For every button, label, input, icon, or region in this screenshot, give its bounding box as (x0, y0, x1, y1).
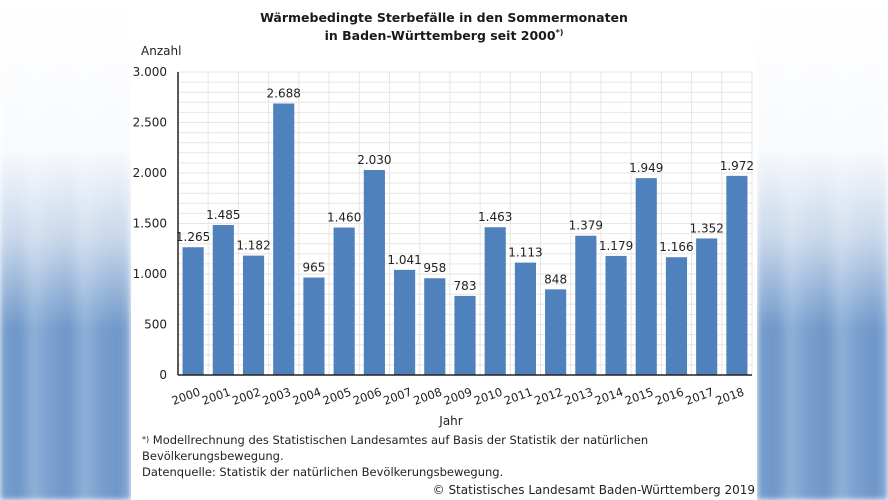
bar-2014 (605, 255, 627, 375)
blurred-background-right (757, 0, 888, 500)
bar-2003 (273, 103, 295, 376)
y-tick-label: 3.000 (133, 65, 167, 79)
bar-2018 (726, 175, 748, 375)
bar-2011 (514, 262, 536, 375)
bar-2006 (363, 169, 385, 375)
value-label-2005: 1.460 (327, 211, 361, 225)
x-tick-label-2000: 2000 (170, 385, 202, 408)
x-tick-label-2009: 2009 (442, 385, 474, 408)
x-tick-label-2015: 2015 (623, 385, 655, 408)
chart-panel: Wärmebedingte Sterbefälle in den Sommerm… (131, 0, 757, 500)
x-tick-label-2012: 2012 (532, 385, 564, 408)
value-label-2000: 1.265 (176, 230, 210, 244)
y-axis-label: Anzahl (141, 44, 181, 58)
bar-2009 (454, 295, 476, 375)
x-tick-label-2016: 2016 (653, 385, 685, 408)
y-tick-label: 1.000 (133, 267, 167, 281)
bar-2000 (182, 247, 204, 375)
bar-2002 (242, 255, 265, 375)
bar-2008 (424, 278, 446, 375)
bar-2013 (575, 235, 597, 375)
x-tick-label-2004: 2004 (291, 385, 323, 408)
value-label-2013: 1.379 (569, 219, 603, 233)
x-tick-label-2003: 2003 (260, 385, 292, 408)
bar-2012 (545, 289, 567, 375)
value-label-2017: 1.352 (690, 221, 724, 235)
y-tick-label: 500 (144, 318, 167, 332)
value-label-2001: 1.485 (206, 208, 240, 222)
value-labels: 1.265 1.485 1.182 2.688 965 1.460 2.030 1.04195… (176, 87, 754, 293)
bar-2010 (484, 227, 506, 375)
value-label-2010: 1.463 (478, 210, 512, 224)
y-tick-label: 1.500 (133, 217, 167, 231)
chart-title-line2-wrap: in Baden-Württemberg seit 2000*) (131, 25, 757, 43)
value-label-2018: 1.972 (720, 159, 754, 173)
x-tick-label-2006: 2006 (351, 385, 383, 408)
bar-2007 (394, 269, 416, 375)
value-label-2004: 965 (302, 261, 325, 275)
y-tick-labels: 0 500 1.000 1.500 2.000 2.500 3.000 (133, 65, 167, 382)
x-tick-label-2017: 2017 (683, 385, 715, 408)
bar-2015 (635, 178, 657, 375)
copyright: © Statistisches Landesamt Baden-Württemb… (432, 483, 755, 497)
x-tick-label-2014: 2014 (593, 385, 625, 408)
note-text: Modellrechnung des Statistischen Landesa… (142, 433, 649, 463)
bar-2001 (212, 225, 234, 375)
value-label-2012: 848 (544, 272, 567, 286)
value-label-2011: 1.113 (508, 246, 542, 260)
bar-chart: 1.265 1.485 1.182 2.688 965 1.460 2.030 1.04195… (133, 44, 754, 428)
model-note: *) Modellrechnung des Statistischen Land… (142, 432, 752, 464)
bar-2005 (333, 227, 355, 375)
note-mark: *) (142, 435, 150, 444)
x-tick-label-2001: 2001 (200, 385, 232, 408)
blurred-background-left (0, 0, 131, 500)
y-tick-label: 2.500 (133, 116, 167, 130)
value-label-2015: 1.949 (629, 161, 663, 175)
chart-title: Wärmebedingte Sterbefälle in den Sommerm… (131, 10, 757, 43)
value-label-2009: 783 (454, 279, 477, 293)
x-tick-label-2011: 2011 (502, 385, 534, 408)
value-label-2007: 1.041 (387, 253, 421, 267)
footnotes: *) Modellrechnung des Statistischen Land… (142, 432, 752, 480)
x-tick-label-2018: 2018 (714, 385, 746, 408)
x-tick-label-2008: 2008 (412, 385, 444, 408)
title-footnote-mark: *) (555, 28, 564, 37)
value-label-2014: 1.179 (599, 239, 633, 253)
value-label-2002: 1.182 (236, 239, 270, 253)
bar-2004 (303, 277, 325, 375)
x-tick-label-2002: 2002 (230, 385, 262, 408)
y-tick-label: 2.000 (133, 166, 167, 180)
x-axis-label: Jahr (438, 414, 462, 428)
x-tick-label-2010: 2010 (472, 385, 504, 408)
x-tick-labels: 2000200120022003200420052006200720082009… (170, 385, 746, 408)
bars (182, 103, 748, 376)
data-source: Datenquelle: Statistik der natürlichen B… (142, 465, 504, 479)
x-tick-label-2013: 2013 (563, 385, 595, 408)
chart-title-line1: Wärmebedingte Sterbefälle in den Sommerm… (260, 10, 628, 25)
value-label-2008: 958 (423, 261, 446, 275)
value-label-2003: 2.688 (267, 87, 301, 101)
x-tick-label-2007: 2007 (381, 385, 413, 408)
value-label-2006: 2.030 (357, 153, 391, 167)
chart-title-line2: in Baden-Württemberg seit 2000 (324, 28, 556, 44)
x-tick-label-2005: 2005 (321, 385, 353, 408)
y-tick-label: 0 (159, 368, 167, 382)
value-label-2016: 1.166 (659, 240, 693, 254)
bar-2017 (696, 238, 718, 375)
bar-2016 (665, 257, 688, 375)
